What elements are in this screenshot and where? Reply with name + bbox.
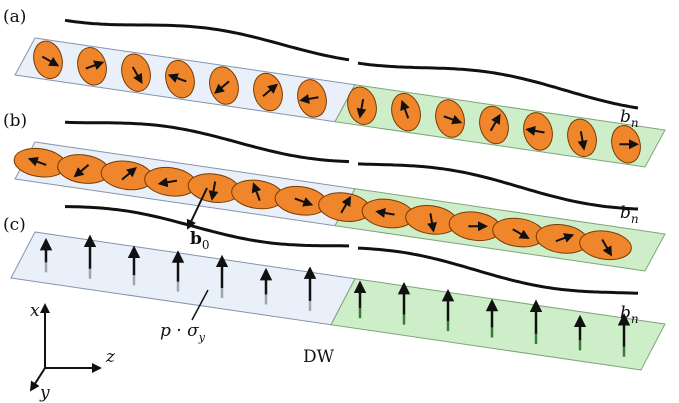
axis-label: x — [30, 301, 40, 321]
axis-label: y — [39, 383, 50, 403]
field-label: bn — [620, 107, 639, 130]
b0-label: b0 — [190, 229, 210, 252]
panel-label: (b) — [3, 111, 27, 131]
field-label: bn — [620, 303, 639, 326]
field-label: bn — [620, 203, 639, 226]
panel-label: (a) — [3, 7, 26, 27]
current-label: p · σy — [160, 321, 206, 344]
panel-label: (c) — [3, 215, 26, 235]
domain-wall-label: DW — [303, 347, 335, 367]
figure: (a) (b) (c) bn bn bn b0 p · σy DW x z y — [0, 0, 679, 403]
axis-label: z — [105, 347, 116, 367]
